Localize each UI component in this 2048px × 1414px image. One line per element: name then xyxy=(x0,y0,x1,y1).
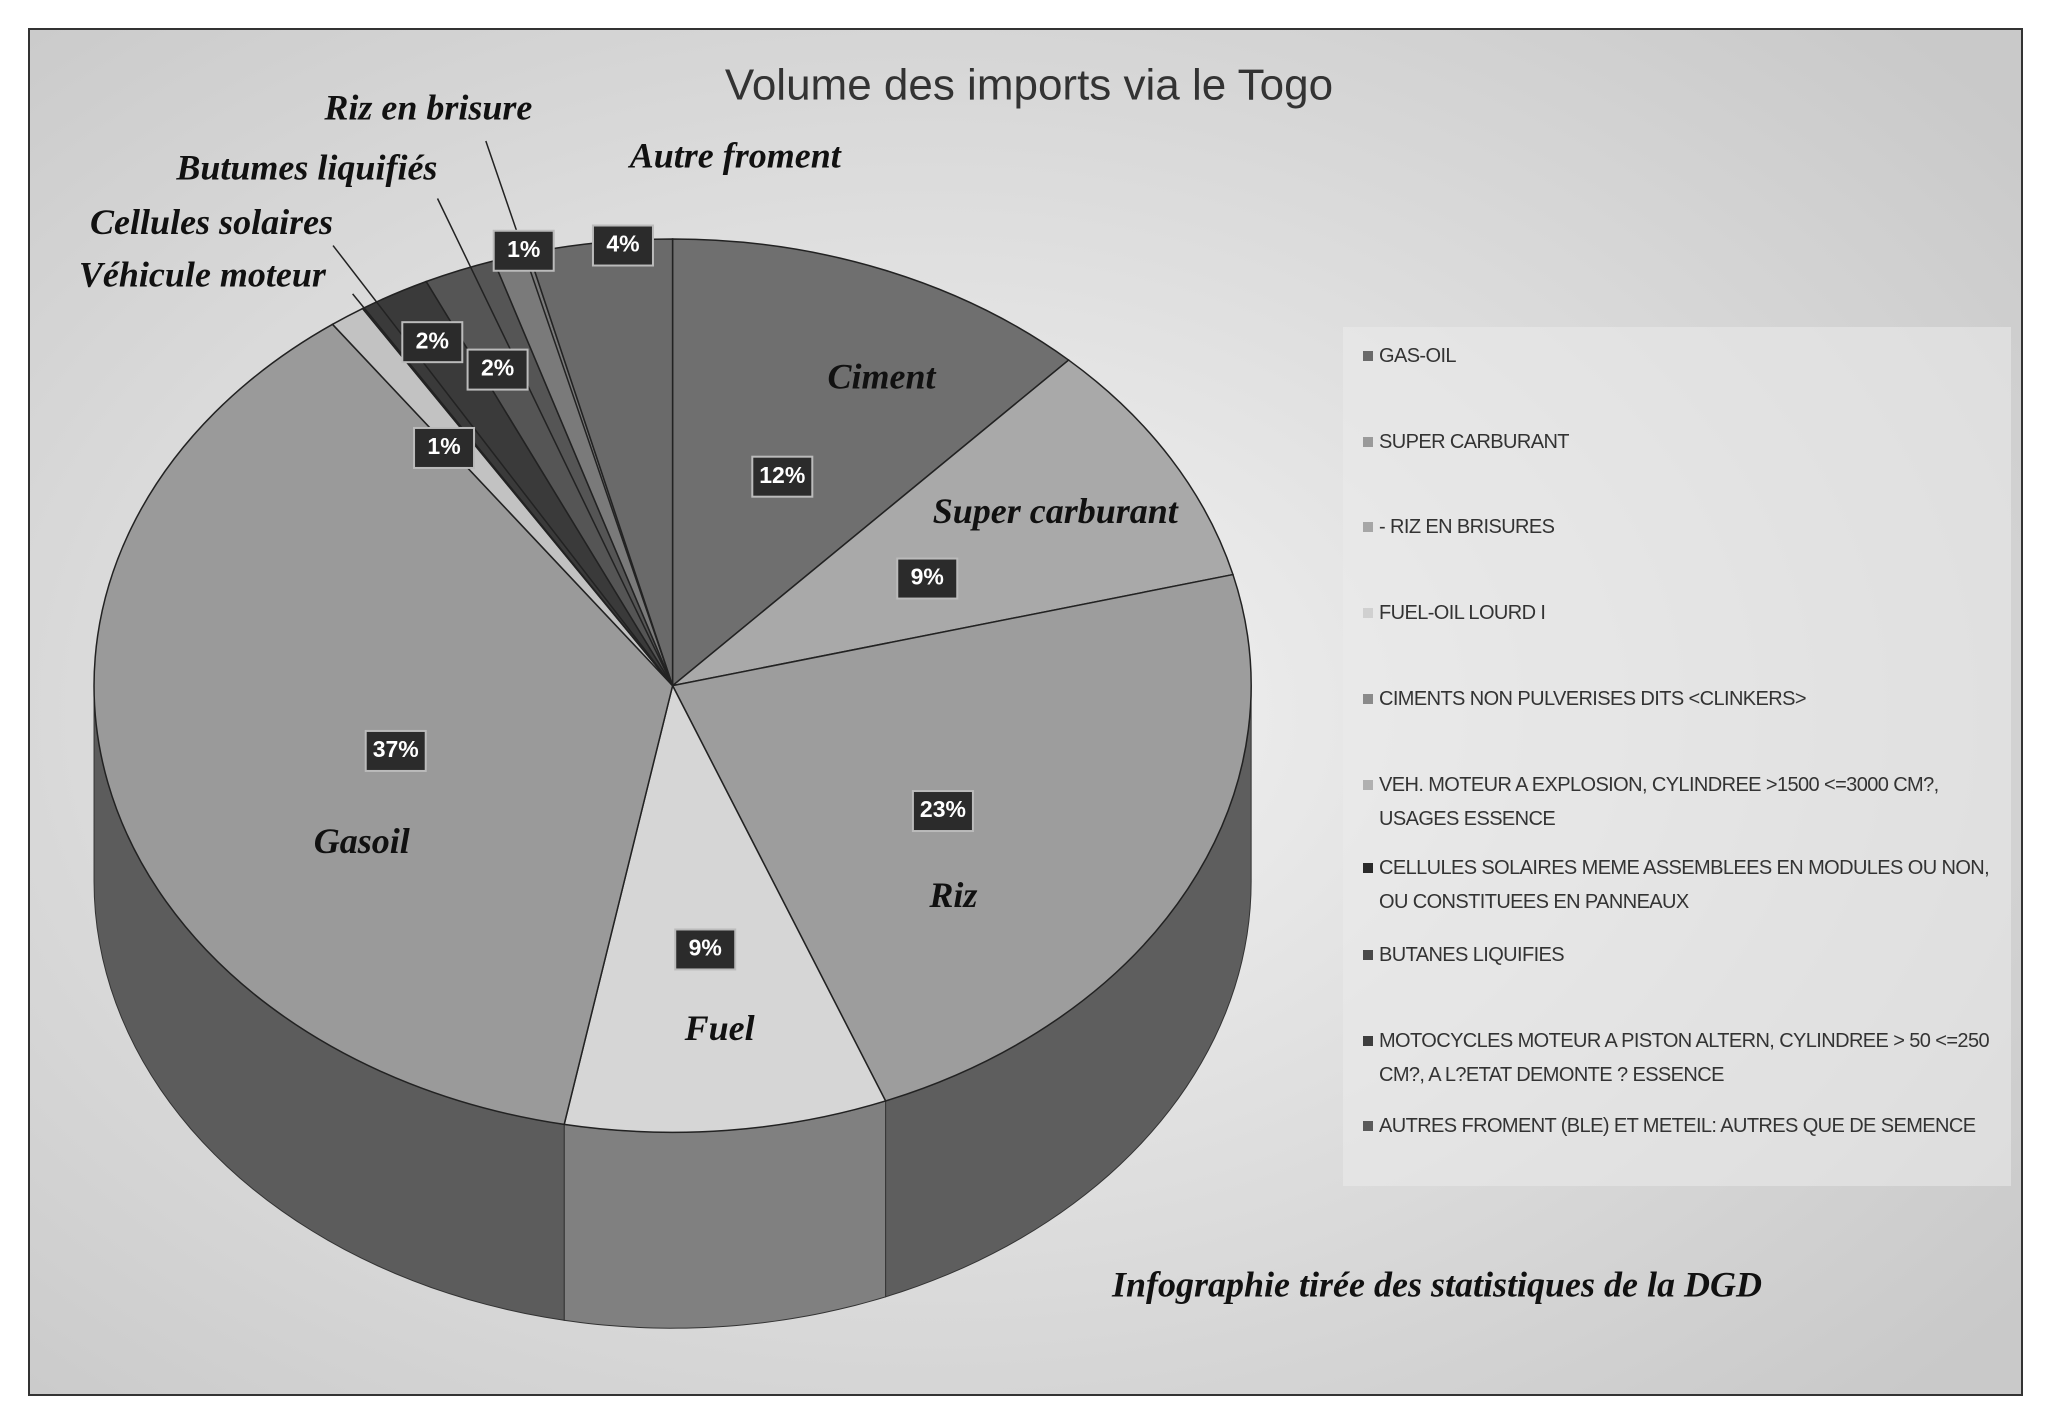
slice-label: Véhicule moteur xyxy=(79,254,327,294)
legend-swatch xyxy=(1363,436,1373,447)
slice-label: Gasoil xyxy=(314,821,410,861)
legend-item: AUTRES FROMENT (BLE) ET METEIL: AUTRES Q… xyxy=(1363,1109,2003,1143)
slice xyxy=(563,683,887,1134)
slice xyxy=(672,359,1234,687)
leader-line xyxy=(436,198,674,686)
slice xyxy=(93,323,674,1126)
slice-label: Fuel xyxy=(684,1008,755,1048)
value-label-box xyxy=(911,790,974,833)
legend-item: CELLULES SOLAIRES MEME ASSEMBLEES EN MOD… xyxy=(1363,851,2003,919)
legend-label: CELLULES SOLAIRES MEME ASSEMBLEES EN MOD… xyxy=(1379,856,1990,913)
leader-line xyxy=(332,245,674,687)
legend-item: CIMENTS NON PULVERISES DITS <CLINKERS> xyxy=(1363,682,2003,716)
value-label-box xyxy=(751,455,814,498)
legend-label: SUPER CARBURANT xyxy=(1379,430,1570,453)
value-label-box xyxy=(896,557,959,600)
value-label: 2% xyxy=(416,327,449,353)
legend-swatch xyxy=(1363,521,1373,532)
legend-swatch xyxy=(1363,950,1373,961)
slice-label: Riz xyxy=(928,875,977,915)
legend-label: AUTRES FROMENT (BLE) ET METEIL: AUTRES Q… xyxy=(1379,1115,1976,1138)
slice xyxy=(671,238,1070,688)
legend-swatch xyxy=(1363,1036,1373,1047)
value-label: 9% xyxy=(911,564,944,590)
legend-item: GAS-OIL xyxy=(1363,339,2003,373)
slice-label: Super carburant xyxy=(933,491,1179,531)
legend-swatch xyxy=(1363,1121,1373,1132)
legend-item: - RIZ EN BRISURES xyxy=(1363,510,2003,544)
slice-label: Cellules solaires xyxy=(90,202,333,242)
slice-label: Butumes liquifiés xyxy=(175,147,437,187)
value-label-box xyxy=(492,229,555,272)
legend-swatch xyxy=(1363,608,1373,618)
legend-swatch xyxy=(1363,862,1373,873)
value-label: 4% xyxy=(606,231,639,257)
legend-item: SUPER CARBURANT xyxy=(1363,425,2003,459)
value-label: 37% xyxy=(373,736,419,762)
chart-title: Volume des imports via le Togo xyxy=(725,61,1333,110)
slice-label: Riz en brisure xyxy=(323,87,532,127)
slice-side xyxy=(563,1100,887,1329)
legend-label: MOTOCYCLES MOTEUR A PISTON ALTERN, CYLIN… xyxy=(1379,1030,1990,1087)
legend-item: MOTOCYCLES MOTEUR A PISTON ALTERN, CYLIN… xyxy=(1363,1024,2003,1092)
value-label-box xyxy=(674,928,737,971)
value-label-box xyxy=(401,321,464,364)
legend-item: FUEL-OIL LOURD I xyxy=(1363,596,2003,630)
value-label: 23% xyxy=(920,796,966,822)
legend-swatch xyxy=(1363,780,1373,791)
value-label: 1% xyxy=(427,433,460,459)
legend-label: CIMENTS NON PULVERISES DITS <CLINKERS> xyxy=(1379,688,1807,711)
value-label-box xyxy=(413,426,476,469)
legend-label: FUEL-OIL LOURD I xyxy=(1379,602,1546,624)
source-note: Infographie tirée des statistiques de la… xyxy=(1111,1264,1762,1304)
legend-item: VEH. MOTEUR A EXPLOSION, CYLINDREE >1500… xyxy=(1363,768,2003,836)
legend: GAS-OIL SUPER CARBURANT - RIZ EN BRISURES F… xyxy=(1343,327,2011,1186)
slice-label: Autre froment xyxy=(628,136,842,176)
value-label-box xyxy=(591,224,654,267)
value-label: 12% xyxy=(759,462,805,488)
value-label-box xyxy=(466,348,529,391)
slice xyxy=(671,573,1252,1102)
legend-label: - RIZ EN BRISURES xyxy=(1379,515,1555,538)
value-label: 1% xyxy=(507,236,540,262)
legend-swatch xyxy=(1363,694,1373,705)
legend-label: VEH. MOTEUR A EXPLOSION, CYLINDREE >1500… xyxy=(1379,774,1939,831)
legend-item: BUTANES LIQUIFIES xyxy=(1363,938,2003,972)
value-label-box xyxy=(364,729,427,772)
legend-swatch xyxy=(1363,350,1373,361)
legend-label: GAS-OIL xyxy=(1379,344,1457,367)
slice-label: Ciment xyxy=(828,356,937,396)
value-label: 9% xyxy=(689,935,722,961)
value-label: 2% xyxy=(481,355,514,381)
legend-label: BUTANES LIQUIFIES xyxy=(1379,944,1565,967)
